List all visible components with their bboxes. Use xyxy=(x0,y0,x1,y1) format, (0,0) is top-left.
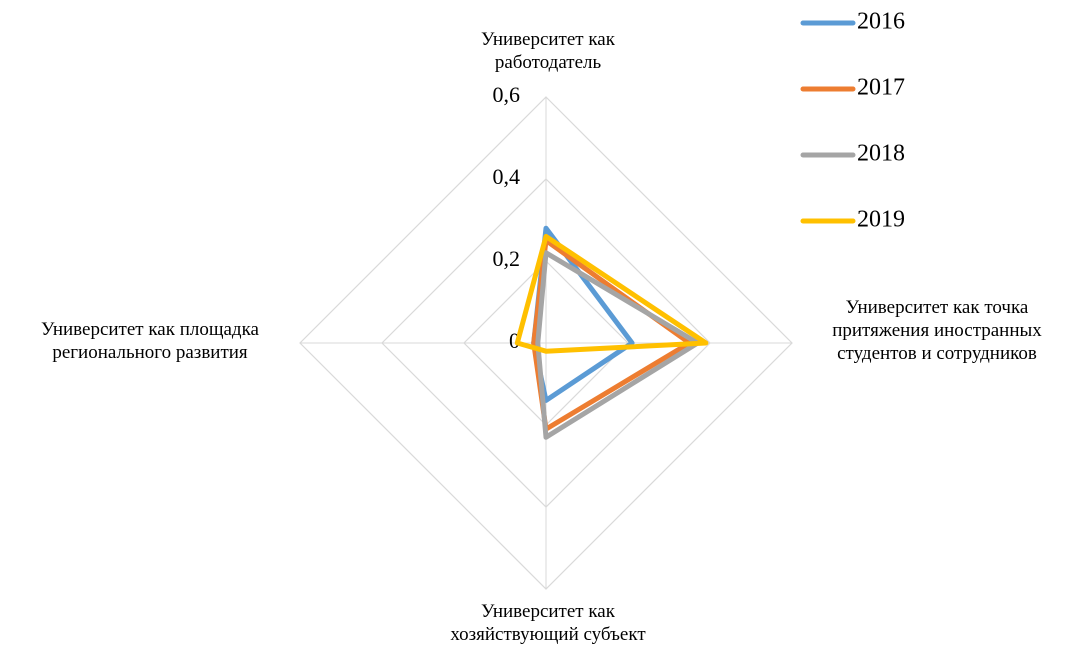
grid-line xyxy=(299,96,793,590)
category-label: Университет как хозяйствующий субъект xyxy=(450,601,646,645)
category-label: Университет как точка притяжения иностра… xyxy=(832,297,1042,364)
tick-label: 0,4 xyxy=(493,164,521,189)
category-label: Университет как площадка регионального р… xyxy=(41,319,259,363)
legend-label: 2018 xyxy=(857,141,905,167)
series-line xyxy=(535,250,701,440)
tick-label: 0,2 xyxy=(493,246,521,271)
category-label: Университет как работодатель xyxy=(481,29,615,73)
tick-label: 0 xyxy=(509,328,520,353)
series-line xyxy=(531,238,692,432)
legend-label: 2016 xyxy=(857,9,905,35)
grid-line xyxy=(381,178,711,508)
series-line xyxy=(514,233,709,354)
legend-label: 2019 xyxy=(857,207,905,233)
tick-label: 0,6 xyxy=(493,82,521,107)
legend-label: 2017 xyxy=(857,75,905,101)
